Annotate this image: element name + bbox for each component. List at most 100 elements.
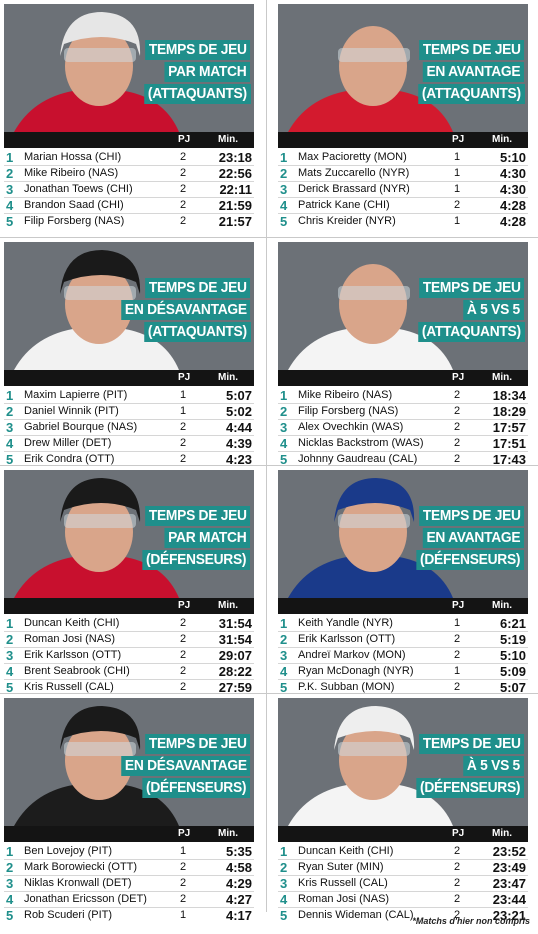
player-name: Jonathan Toews (CHI) xyxy=(24,183,133,195)
player-name: Kris Russell (CAL) xyxy=(24,681,114,693)
stat-panel: TEMPS DE JEU À 5 VS 5 (DÉFENSEURS) PJ Min. 1 D… xyxy=(278,698,528,923)
stat-panel: TEMPS DE JEU EN DÉSAVANTAGE (ATTAQUANTS) PJ… xyxy=(4,242,254,467)
player-name: Marian Hossa (CHI) xyxy=(24,151,122,163)
table-row: 2 Mats Zuccarello (NYR) 1 4:30 xyxy=(278,166,528,182)
column-header-min: Min. xyxy=(218,372,238,383)
panel-title-line: (ATTAQUANTS) xyxy=(143,84,250,104)
rank-number: 2 xyxy=(280,860,288,875)
games-played: 2 xyxy=(454,649,461,661)
player-name: Brandon Saad (CHI) xyxy=(24,199,124,211)
ice-time: 4:30 xyxy=(499,182,526,197)
rank-number: 2 xyxy=(280,404,288,419)
table-row: 5 P.K. Subban (MON) 2 5:07 xyxy=(278,680,528,695)
rank-number: 4 xyxy=(6,436,14,451)
table-body: 1 Duncan Keith (CHI) 2 31:54 2 Roman Josi (NA… xyxy=(4,616,254,695)
player-name: Daniel Winnik (PIT) xyxy=(24,405,119,417)
player-photo-hossa xyxy=(4,4,254,132)
panel-title: TEMPS DE JEU À 5 VS 5 (ATTAQUANTS) xyxy=(409,278,524,344)
ice-time: 21:57 xyxy=(218,214,252,229)
games-played: 2 xyxy=(180,453,187,465)
player-name: Ben Lovejoy (PIT) xyxy=(24,845,113,857)
games-played: 2 xyxy=(180,861,187,873)
panel-title-line: (DÉFENSEURS) xyxy=(416,778,524,798)
table-row: 1 Ben Lovejoy (PIT) 1 5:35 xyxy=(4,844,254,860)
rank-number: 5 xyxy=(280,908,288,923)
rank-number: 2 xyxy=(6,632,14,647)
games-played: 2 xyxy=(180,183,187,195)
rank-number: 5 xyxy=(6,908,14,923)
row-divider xyxy=(0,693,538,694)
rank-number: 1 xyxy=(6,616,14,631)
player-name: Erik Karlsson (OTT) xyxy=(298,633,396,645)
panel-title-line: TEMPS DE JEU xyxy=(144,278,250,298)
games-played: 2 xyxy=(180,421,187,433)
column-header-min: Min. xyxy=(492,372,512,383)
rank-number: 2 xyxy=(280,632,288,647)
table-header: PJ Min. xyxy=(4,598,254,614)
games-played: 2 xyxy=(180,215,187,227)
table-row: 1 Duncan Keith (CHI) 2 23:52 xyxy=(278,844,528,860)
row-divider xyxy=(0,465,538,466)
panel-title-line: (DÉFENSEURS) xyxy=(142,778,250,798)
table-body: 1 Keith Yandle (NYR) 1 6:21 2 Erik Karlsson (… xyxy=(278,616,528,695)
games-played: 1 xyxy=(180,909,187,921)
games-played: 1 xyxy=(454,665,461,677)
ice-time: 18:29 xyxy=(492,404,526,419)
games-played: 2 xyxy=(180,649,187,661)
games-played: 2 xyxy=(454,845,461,857)
ice-time: 4:23 xyxy=(225,452,252,467)
ice-time: 22:11 xyxy=(219,182,252,197)
games-played: 2 xyxy=(454,453,461,465)
table-row: 1 Keith Yandle (NYR) 1 6:21 xyxy=(278,616,528,632)
rank-number: 5 xyxy=(6,214,14,229)
table-header: PJ Min. xyxy=(278,826,528,842)
games-played: 1 xyxy=(454,617,461,629)
column-divider xyxy=(266,0,267,912)
panel-title-line: (ATTAQUANTS) xyxy=(143,322,250,342)
panel-title-line: EN DÉSAVANTAGE xyxy=(120,756,250,776)
ice-time: 5:09 xyxy=(499,664,526,679)
rank-number: 4 xyxy=(280,436,288,451)
games-played: 2 xyxy=(454,681,461,693)
ice-time: 23:18 xyxy=(218,150,252,165)
table-row: 4 Ryan McDonagh (NYR) 1 5:09 xyxy=(278,664,528,680)
games-played: 2 xyxy=(180,151,187,163)
rank-number: 3 xyxy=(6,420,14,435)
games-played: 2 xyxy=(180,437,187,449)
player-name: Filip Forsberg (NAS) xyxy=(298,405,399,417)
games-played: 2 xyxy=(454,893,461,905)
rank-number: 1 xyxy=(6,388,14,403)
games-played: 2 xyxy=(454,877,461,889)
games-played: 2 xyxy=(454,405,461,417)
rank-number: 2 xyxy=(6,404,14,419)
ice-time: 4:39 xyxy=(225,436,252,451)
table-header: PJ Min. xyxy=(278,132,528,148)
rank-number: 4 xyxy=(280,892,288,907)
panel-title: TEMPS DE JEU PAR MATCH (DÉFENSEURS) xyxy=(133,506,250,572)
games-played: 2 xyxy=(454,909,461,921)
player-name: Chris Kreider (NYR) xyxy=(298,215,396,227)
panel-title-line: PAR MATCH xyxy=(164,62,250,82)
player-name: Mark Borowiecki (OTT) xyxy=(24,861,138,873)
table-header: PJ Min. xyxy=(4,132,254,148)
games-played: 1 xyxy=(180,845,187,857)
player-name: Johnny Gaudreau (CAL) xyxy=(298,453,418,465)
rank-number: 3 xyxy=(280,420,288,435)
footnote: *Matchs d'hier non compris xyxy=(412,916,530,926)
ice-time: 23:44 xyxy=(492,892,526,907)
panel-title-line: TEMPS DE JEU xyxy=(418,278,524,298)
table-row: 4 Drew Miller (DET) 2 4:39 xyxy=(4,436,254,452)
panel-title-line: EN AVANTAGE xyxy=(422,62,524,82)
ice-time: 4:58 xyxy=(225,860,252,875)
rank-number: 3 xyxy=(6,876,14,891)
games-played: 2 xyxy=(454,199,461,211)
table-row: 1 Max Pacioretty (MON) 1 5:10 xyxy=(278,150,528,166)
rank-number: 5 xyxy=(6,452,14,467)
ice-time: 23:21 xyxy=(492,908,526,923)
table-header: PJ Min. xyxy=(278,370,528,386)
table-row: 2 Mark Borowiecki (OTT) 2 4:58 xyxy=(4,860,254,876)
panel-title-line: TEMPS DE JEU xyxy=(418,734,524,754)
games-played: 2 xyxy=(180,877,187,889)
column-header-pj: PJ xyxy=(178,134,191,145)
column-header-min: Min. xyxy=(218,828,238,839)
